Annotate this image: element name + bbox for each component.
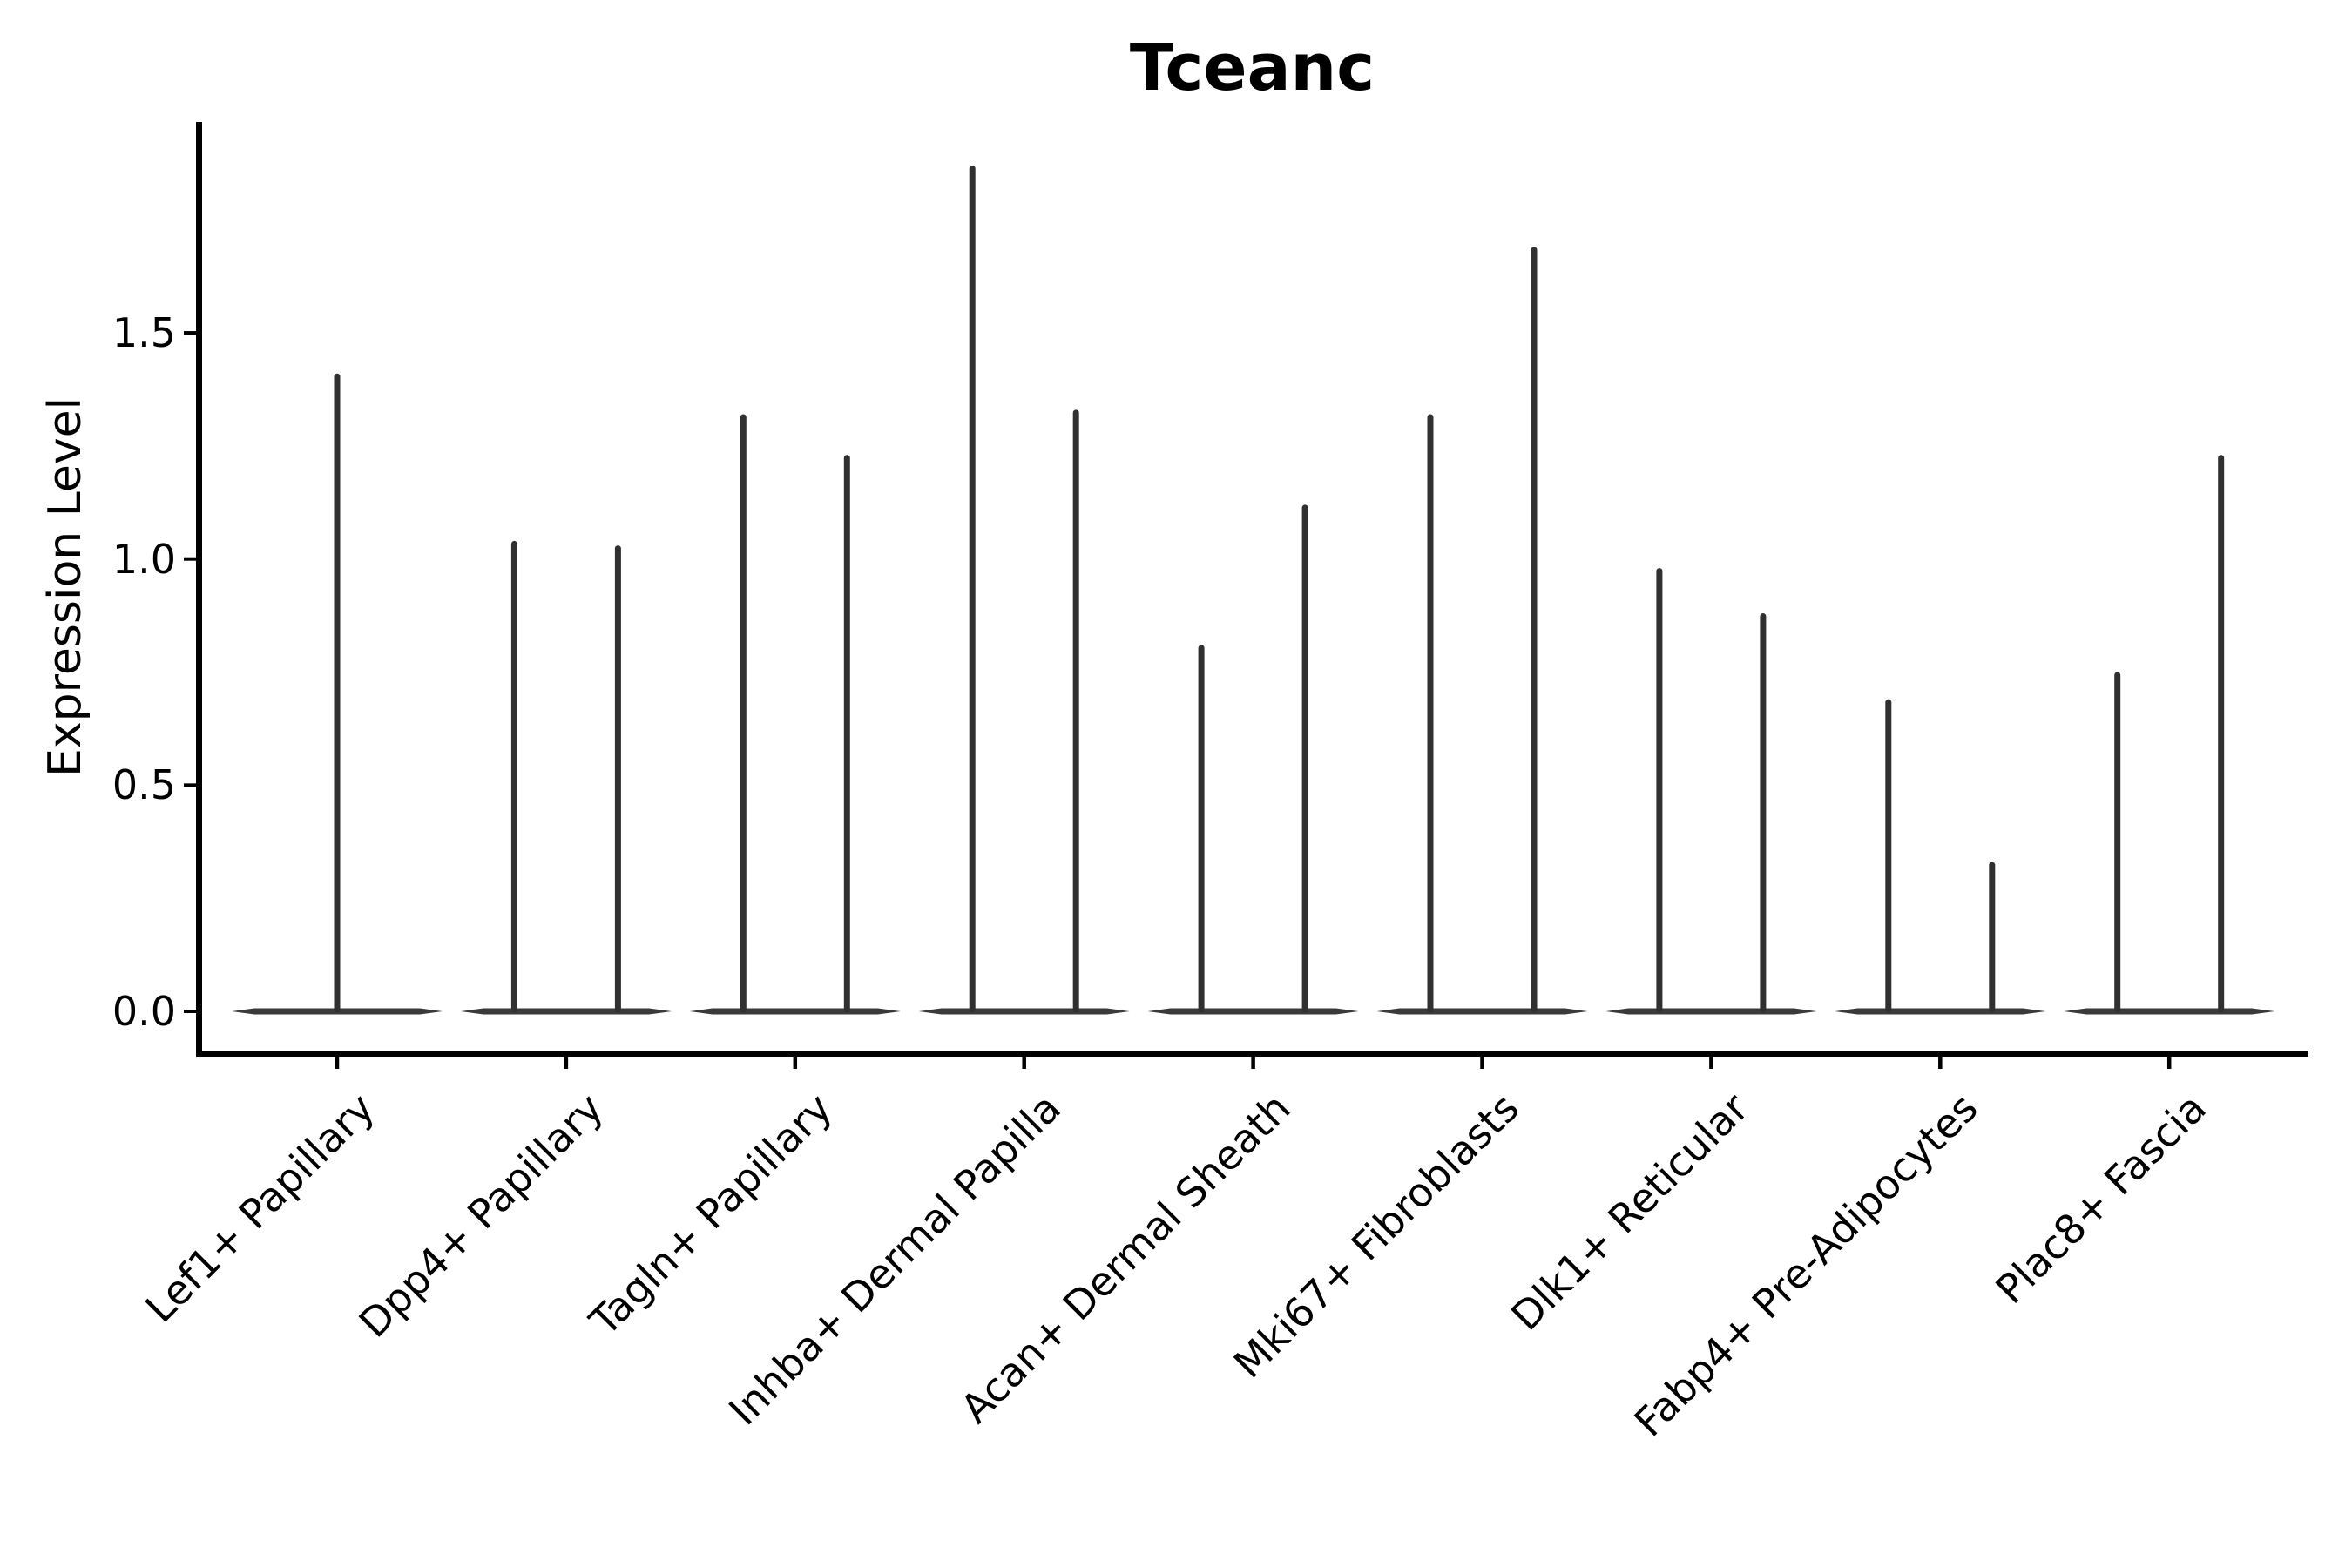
y-tick-label: 1.5 — [112, 309, 176, 357]
y-tick-label: 0.5 — [112, 761, 176, 809]
violin-base — [1835, 1008, 2046, 1015]
violin-base — [689, 1008, 901, 1015]
y-tick-label: 0.0 — [112, 988, 176, 1035]
violin-base — [2064, 1008, 2275, 1015]
violin-base — [1605, 1008, 1817, 1015]
violin-base — [460, 1008, 672, 1015]
violin-base — [1376, 1008, 1588, 1015]
violin-base — [1147, 1008, 1359, 1015]
violin-base — [918, 1008, 1130, 1015]
chart-title: Tceanc — [1129, 30, 1375, 105]
y-tick-label: 1.0 — [112, 535, 176, 583]
